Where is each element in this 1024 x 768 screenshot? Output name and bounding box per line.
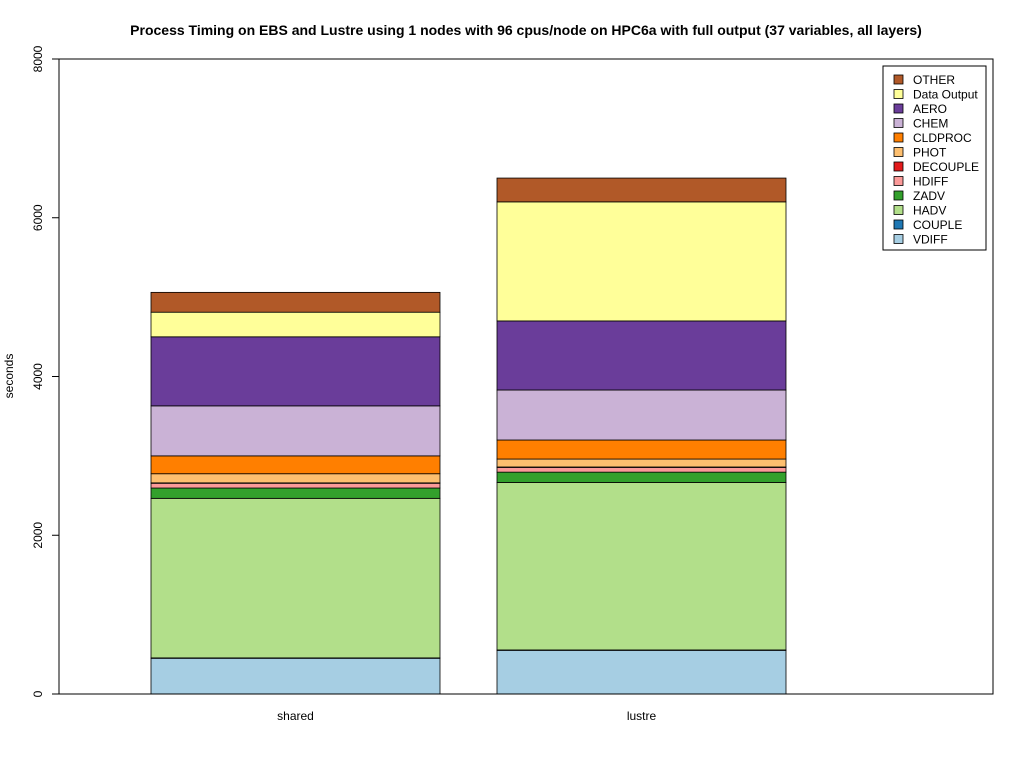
- legend-label: COUPLE: [913, 218, 962, 232]
- bar-segment-lustre-cldproc: [496, 439, 787, 460]
- y-tick-label: 8000: [31, 45, 45, 72]
- legend-label: OTHER: [913, 73, 955, 87]
- x-tick-label: lustre: [627, 709, 657, 723]
- bar-segment-shared-cldproc: [150, 455, 441, 475]
- bar-segment-shared-phot: [150, 473, 441, 484]
- legend-swatch: [893, 147, 904, 157]
- bar-segment-shared-zadv: [150, 487, 441, 499]
- legend-label: PHOT: [913, 146, 947, 160]
- legend-label: CLDPROC: [913, 131, 972, 145]
- y-axis-label: seconds: [2, 354, 16, 399]
- legend-label: CHEM: [913, 117, 948, 131]
- bar-segment-lustre-data-output: [496, 201, 787, 322]
- bar-segment-shared-data-output: [150, 311, 441, 338]
- bar-segment-shared-hadv: [150, 497, 441, 659]
- bar-segment-lustre-hdiff: [496, 466, 787, 473]
- legend-swatch: [893, 176, 904, 186]
- legend-swatch: [893, 219, 904, 230]
- y-tick-label: 2000: [31, 522, 45, 549]
- y-axis: 0 2000 4000 6000 8000: [31, 45, 60, 697]
- legend-swatch: [893, 132, 904, 143]
- legend-swatch: [893, 205, 904, 215]
- bar-segment-shared-other: [150, 291, 441, 313]
- y-tick-label: 6000: [31, 204, 45, 231]
- bar-segment-lustre-other: [496, 177, 787, 203]
- legend-swatch: [893, 103, 904, 114]
- legend-label: HDIFF: [913, 175, 948, 189]
- legend-box: [882, 65, 987, 251]
- x-axis: shared lustre: [277, 709, 656, 723]
- bar-segment-lustre-phot: [496, 458, 787, 468]
- legend-label: HADV: [913, 204, 946, 218]
- bar-segment-lustre-chem: [496, 389, 787, 441]
- legend-label: DECOUPLE: [913, 160, 979, 174]
- bars-layer: [150, 177, 787, 695]
- bar-segment-shared-chem: [150, 405, 441, 457]
- legend-label: VDIFF: [913, 233, 948, 247]
- y-tick-label: 4000: [31, 363, 45, 390]
- x-tick-label: shared: [277, 709, 314, 723]
- legend-swatch: [893, 89, 904, 99]
- legend-swatch: [893, 118, 904, 128]
- legend-label: Data Output: [913, 88, 978, 102]
- bar-segment-lustre-zadv: [496, 471, 787, 483]
- legend-swatch: [893, 161, 904, 172]
- bar-segment-shared-hdiff: [150, 482, 441, 489]
- bar-segment-lustre-vdiff: [496, 649, 787, 695]
- bar-segment-shared-vdiff: [150, 657, 441, 695]
- y-tick-label: 0: [31, 690, 45, 697]
- legend-swatch: [893, 234, 904, 244]
- legend-label: ZADV: [913, 189, 945, 203]
- legend-label: AERO: [913, 102, 947, 116]
- bar-segment-shared-aero: [150, 336, 441, 407]
- bar-segment-lustre-hadv: [496, 482, 787, 651]
- bar-segment-lustre-aero: [496, 320, 787, 391]
- legend-swatch: [893, 190, 904, 201]
- legend-swatch: [893, 74, 904, 85]
- chart-title: Process Timing on EBS and Lustre using 1…: [130, 22, 922, 38]
